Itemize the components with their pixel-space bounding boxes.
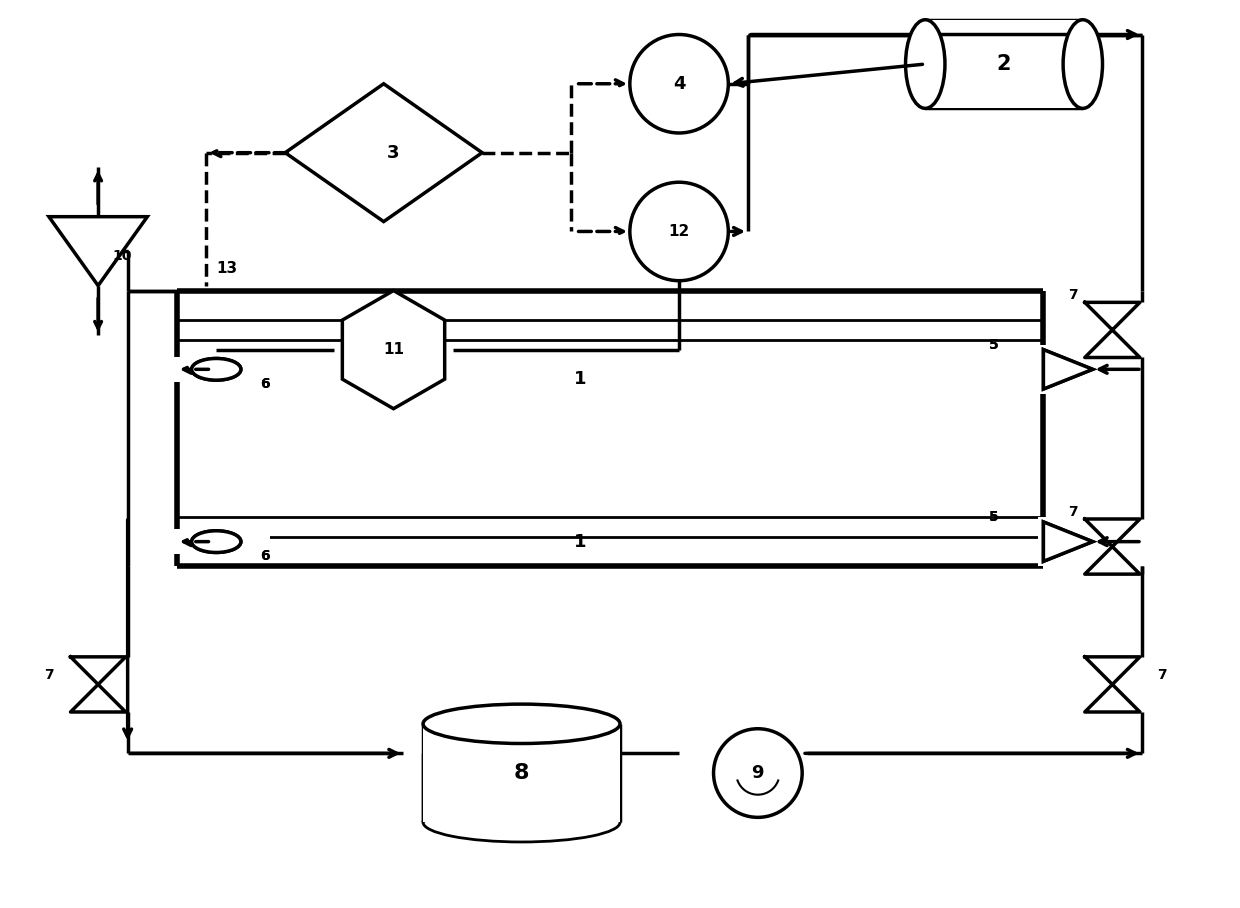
Polygon shape — [1043, 522, 1092, 561]
Circle shape — [713, 729, 802, 817]
Bar — [1038, 517, 1097, 567]
Text: 7: 7 — [1157, 667, 1167, 682]
Ellipse shape — [192, 531, 241, 552]
Ellipse shape — [905, 20, 945, 108]
Text: 1: 1 — [574, 370, 587, 388]
Text: 5: 5 — [990, 338, 999, 351]
Text: 10: 10 — [113, 249, 133, 263]
Circle shape — [630, 35, 728, 133]
Text: 6: 6 — [260, 377, 270, 391]
Text: 9: 9 — [751, 764, 764, 782]
Text: 12: 12 — [668, 224, 689, 239]
Bar — [1038, 345, 1097, 394]
Text: 7: 7 — [1068, 289, 1078, 302]
Polygon shape — [1043, 350, 1092, 389]
Polygon shape — [285, 84, 482, 222]
Ellipse shape — [1063, 20, 1102, 108]
Text: 13: 13 — [216, 261, 237, 276]
Text: 5: 5 — [990, 338, 999, 351]
Ellipse shape — [192, 359, 241, 380]
Ellipse shape — [192, 359, 241, 380]
Polygon shape — [48, 217, 148, 286]
Bar — [172, 528, 270, 555]
Ellipse shape — [423, 803, 620, 842]
Ellipse shape — [423, 704, 620, 744]
Bar — [172, 357, 270, 382]
Text: 6: 6 — [260, 549, 270, 563]
Text: 5: 5 — [990, 510, 999, 524]
Ellipse shape — [192, 531, 241, 552]
Polygon shape — [342, 291, 445, 409]
Text: 1: 1 — [574, 533, 587, 550]
Text: 4: 4 — [673, 74, 686, 93]
Polygon shape — [1043, 350, 1092, 389]
Text: 6: 6 — [260, 549, 270, 563]
Text: 7: 7 — [45, 667, 53, 682]
Bar — [925, 20, 1083, 108]
Bar — [423, 724, 620, 823]
Text: 8: 8 — [513, 763, 529, 783]
Text: 11: 11 — [383, 342, 404, 357]
Text: 7: 7 — [1068, 505, 1078, 519]
Text: 6: 6 — [260, 377, 270, 391]
Circle shape — [630, 183, 728, 281]
Text: 2: 2 — [997, 54, 1012, 74]
Polygon shape — [1043, 522, 1092, 561]
Text: 3: 3 — [387, 143, 399, 162]
Text: 5: 5 — [990, 510, 999, 524]
